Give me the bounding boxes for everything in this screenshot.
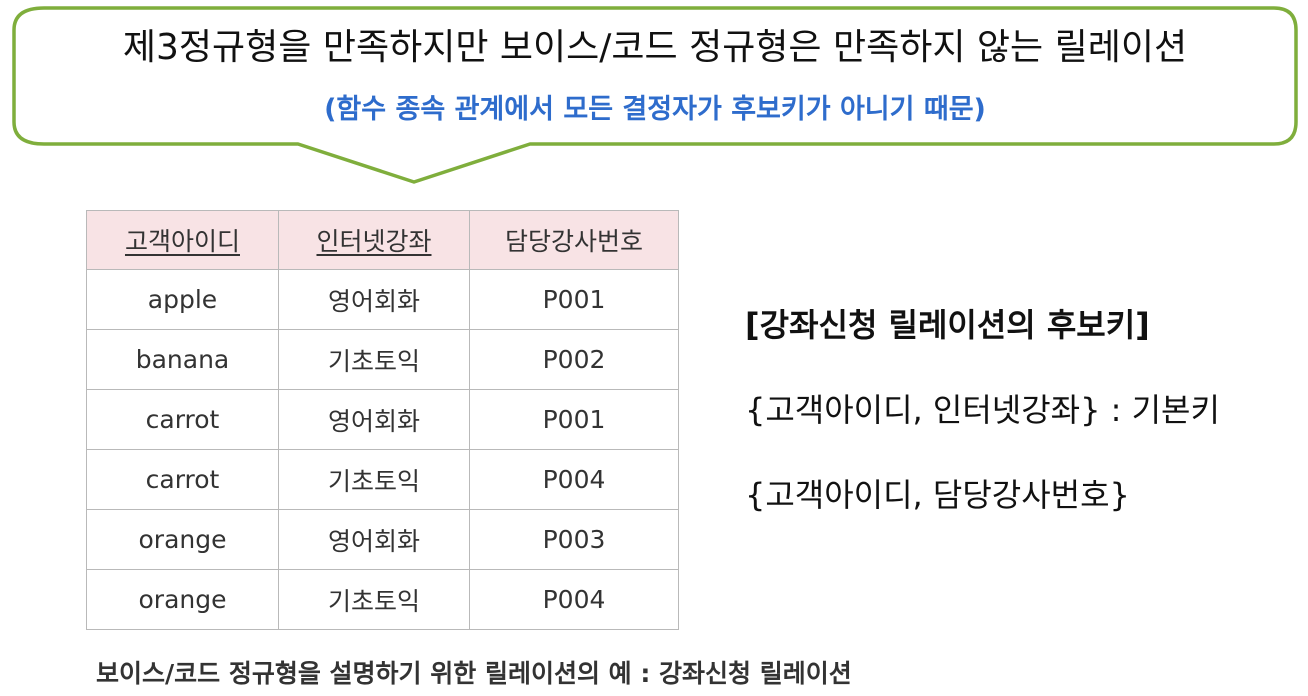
cell-instructor-number: P001 — [469, 389, 679, 450]
cell-internet-course: 영어회화 — [278, 269, 470, 330]
cell-customer-id: carrot — [86, 389, 279, 450]
cell-customer-id: orange — [86, 509, 279, 570]
cell-instructor-number: P002 — [469, 329, 679, 390]
callout-box: 제3정규형을 만족하지만 보이스/코드 정규형은 만족하지 않는 릴레이션 (함… — [0, 0, 1308, 190]
cell-instructor-number: P001 — [469, 269, 679, 330]
table-row: orange 영어회화 P003 — [86, 509, 679, 570]
primary-key-line: {고객아이디, 인터넷강좌} : 기본키 — [745, 391, 1220, 429]
cell-internet-course: 영어회화 — [278, 509, 470, 570]
table-row: banana 기초토익 P002 — [86, 329, 679, 390]
column-header-customer-id: 고객아이디 — [86, 210, 279, 270]
column-header-internet-course: 인터넷강좌 — [278, 210, 470, 270]
speech-bubble-shape — [12, 6, 1298, 184]
column-header-instructor-number: 담당강사번호 — [469, 210, 679, 270]
cell-instructor-number: P003 — [469, 509, 679, 570]
candidate-keys-title: [강좌신청 릴레이션의 후보키] — [745, 306, 1150, 344]
candidate-key-line: {고객아이디, 담당강사번호} — [745, 476, 1130, 514]
table-row: apple 영어회화 P001 — [86, 269, 679, 330]
cell-customer-id: orange — [86, 569, 279, 630]
callout-title: 제3정규형을 만족하지만 보이스/코드 정규형은 만족하지 않는 릴레이션 — [122, 27, 1188, 68]
table-row: carrot 기초토익 P004 — [86, 449, 679, 510]
cell-internet-course: 기초토익 — [278, 449, 470, 510]
course-enrollment-table: 고객아이디 인터넷강좌 담당강사번호 apple 영어회화 P001 banan… — [86, 210, 679, 630]
cell-customer-id: apple — [86, 269, 279, 330]
figure-caption: 보이스/코드 정규형을 설명하기 위한 릴레이션의 예 : 강좌신청 릴레이션 — [96, 659, 852, 688]
cell-customer-id: banana — [86, 329, 279, 390]
cell-customer-id: carrot — [86, 449, 279, 510]
callout-subtitle: (함수 종속 관계에서 모든 결정자가 후보키가 아니기 때문) — [324, 94, 986, 125]
table-row: orange 기초토익 P004 — [86, 569, 679, 630]
cell-internet-course: 기초토익 — [278, 569, 470, 630]
cell-instructor-number: P004 — [469, 449, 679, 510]
cell-instructor-number: P004 — [469, 569, 679, 630]
cell-internet-course: 영어회화 — [278, 389, 470, 450]
cell-internet-course: 기초토익 — [278, 329, 470, 390]
table-row: carrot 영어회화 P001 — [86, 389, 679, 450]
table-header-row: 고객아이디 인터넷강좌 담당강사번호 — [86, 210, 679, 270]
